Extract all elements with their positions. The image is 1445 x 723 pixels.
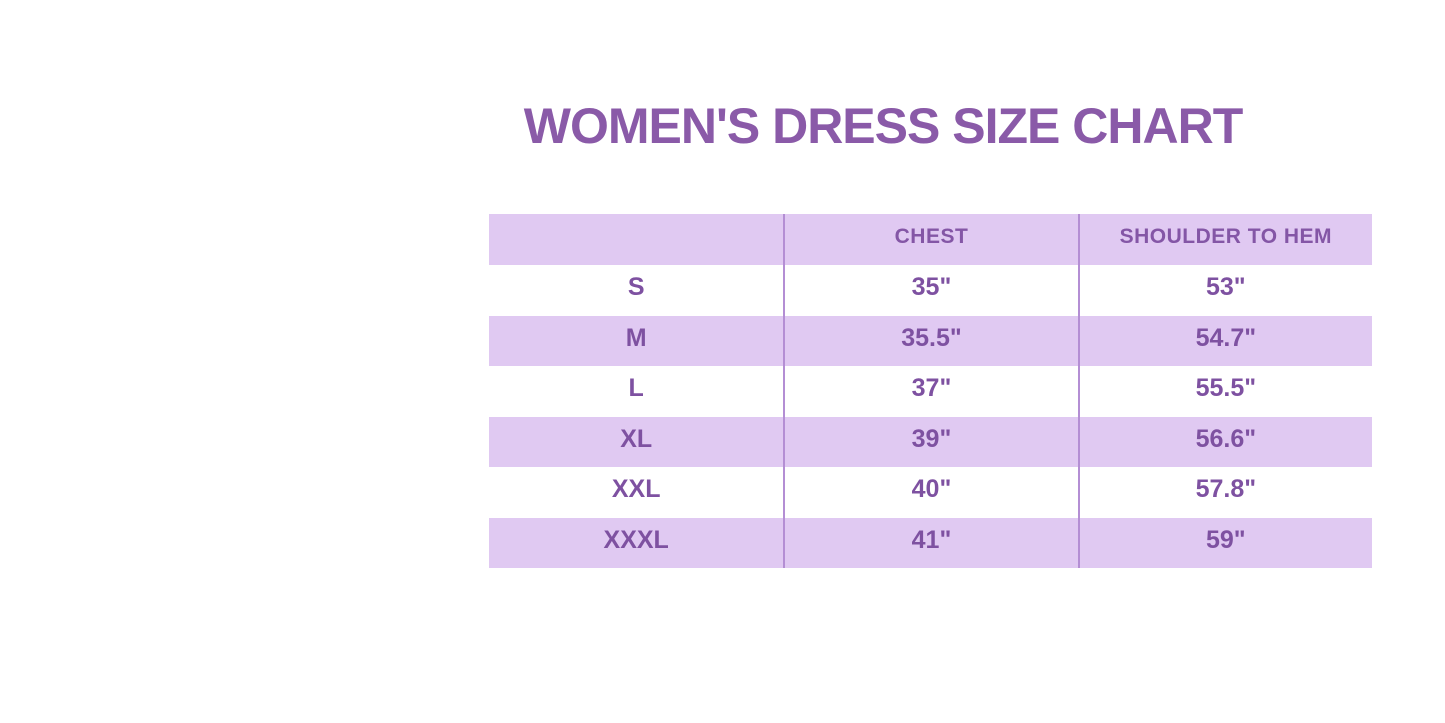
page-title: WOMEN'S DRESS SIZE CHART [523, 97, 1243, 154]
size-cell: M [625, 323, 647, 352]
table-header-row: CHEST SHOULDER TO HEM [489, 214, 1372, 265]
table-row-xl: XL 39" 56.6" [489, 416, 1372, 467]
hem-cell: 53" [1077, 265, 1372, 316]
table-row-m: M 35.5" 54.7" [489, 315, 1372, 366]
hem-cell: 57.8" [1077, 467, 1372, 518]
table-row-xxl: XXL 40" 57.8" [489, 467, 1372, 518]
chest-cell: 37" [783, 366, 1077, 417]
chest-cell: 40" [783, 467, 1077, 518]
hem-cell: 59" [1077, 517, 1372, 568]
table-row-l: L 37" 55.5" [489, 366, 1372, 417]
header-cell-size [489, 214, 783, 265]
hem-cell: 56.6" [1077, 416, 1372, 467]
header-cell-shoulder-to-hem: SHOULDER TO HEM [1077, 214, 1372, 265]
hem-cell: 55.5" [1077, 366, 1372, 417]
size-cell: XXL [611, 475, 661, 504]
chest-cell: 41" [783, 517, 1077, 568]
hem-cell: 54.7" [1077, 315, 1372, 366]
size-cell: S [627, 273, 645, 302]
chest-cell: 39" [783, 416, 1077, 467]
header-cell-chest: CHEST [783, 214, 1077, 265]
table-row-xxxl: XXXL 41" 59" [489, 517, 1372, 568]
size-cell: XL [620, 424, 653, 453]
table-row-s: S 35" 53" [489, 265, 1372, 316]
chest-cell: 35" [783, 265, 1077, 316]
size-chart-table: CHEST SHOULDER TO HEM S 35" 53" M 35.5" … [489, 214, 1372, 568]
chest-cell: 35.5" [783, 315, 1077, 366]
size-cell: L [628, 374, 644, 403]
size-cell: XXXL [603, 525, 669, 554]
